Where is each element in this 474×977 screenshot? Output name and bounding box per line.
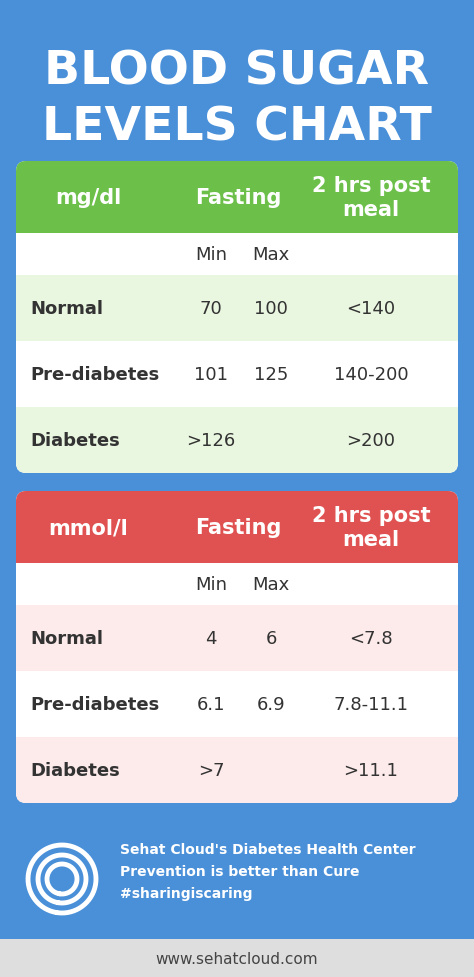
Bar [16, 407, 458, 417]
Text: >7: >7 [198, 761, 224, 780]
Text: Pre-diabetes: Pre-diabetes [30, 696, 159, 713]
Bar [16, 564, 458, 606]
Bar [16, 342, 458, 407]
FancyBboxPatch shape [16, 491, 458, 564]
Text: www.sehatcloud.com: www.sehatcloud.com [155, 951, 319, 965]
Text: 70: 70 [200, 300, 222, 318]
Text: 125: 125 [254, 365, 288, 384]
Bar [16, 553, 458, 564]
Text: Diabetes: Diabetes [30, 761, 120, 780]
Text: 6.1: 6.1 [197, 696, 225, 713]
Text: Normal: Normal [30, 300, 103, 318]
Bar [16, 224, 458, 234]
Text: mmol/l: mmol/l [48, 518, 128, 537]
Text: #sharingiscaring: #sharingiscaring [120, 886, 253, 900]
Text: 7.8-11.1: 7.8-11.1 [334, 696, 409, 713]
Bar [16, 738, 458, 747]
Text: 101: 101 [194, 365, 228, 384]
Text: Prevention is better than Cure: Prevention is better than Cure [120, 864, 359, 878]
Bar [0, 821, 474, 939]
Text: Max: Max [252, 575, 290, 593]
Text: Normal: Normal [30, 629, 103, 648]
FancyBboxPatch shape [16, 162, 458, 474]
Text: >200: >200 [346, 432, 395, 449]
Text: 140-200: 140-200 [334, 365, 408, 384]
Text: Max: Max [252, 246, 290, 264]
Text: Fasting: Fasting [195, 518, 281, 537]
Text: Sehat Cloud's Diabetes Health Center: Sehat Cloud's Diabetes Health Center [120, 842, 416, 856]
FancyBboxPatch shape [16, 162, 458, 234]
Text: <140: <140 [346, 300, 396, 318]
Text: LEVELS CHART: LEVELS CHART [42, 106, 432, 150]
Bar [16, 276, 458, 342]
Text: 4: 4 [205, 629, 217, 648]
Text: 100: 100 [254, 300, 288, 318]
Text: >11.1: >11.1 [344, 761, 399, 780]
Text: Diabetes: Diabetes [30, 432, 120, 449]
Text: BLOOD SUGAR: BLOOD SUGAR [45, 50, 429, 95]
Text: mg/dl: mg/dl [55, 188, 121, 208]
Text: Min: Min [195, 246, 227, 264]
FancyBboxPatch shape [16, 407, 458, 474]
Text: Fasting: Fasting [195, 188, 281, 208]
FancyBboxPatch shape [16, 738, 458, 803]
Text: 2 hrs post
meal: 2 hrs post meal [312, 505, 430, 550]
Bar [16, 606, 458, 671]
Text: >126: >126 [186, 432, 236, 449]
Text: Min: Min [195, 575, 227, 593]
Text: 2 hrs post
meal: 2 hrs post meal [312, 176, 430, 220]
Bar [16, 234, 458, 276]
Bar [16, 671, 458, 738]
FancyBboxPatch shape [16, 491, 458, 803]
Text: Pre-diabetes: Pre-diabetes [30, 365, 159, 384]
Text: 6.9: 6.9 [257, 696, 285, 713]
Bar [0, 939, 474, 977]
Text: <7.8: <7.8 [349, 629, 393, 648]
Text: 6: 6 [265, 629, 277, 648]
